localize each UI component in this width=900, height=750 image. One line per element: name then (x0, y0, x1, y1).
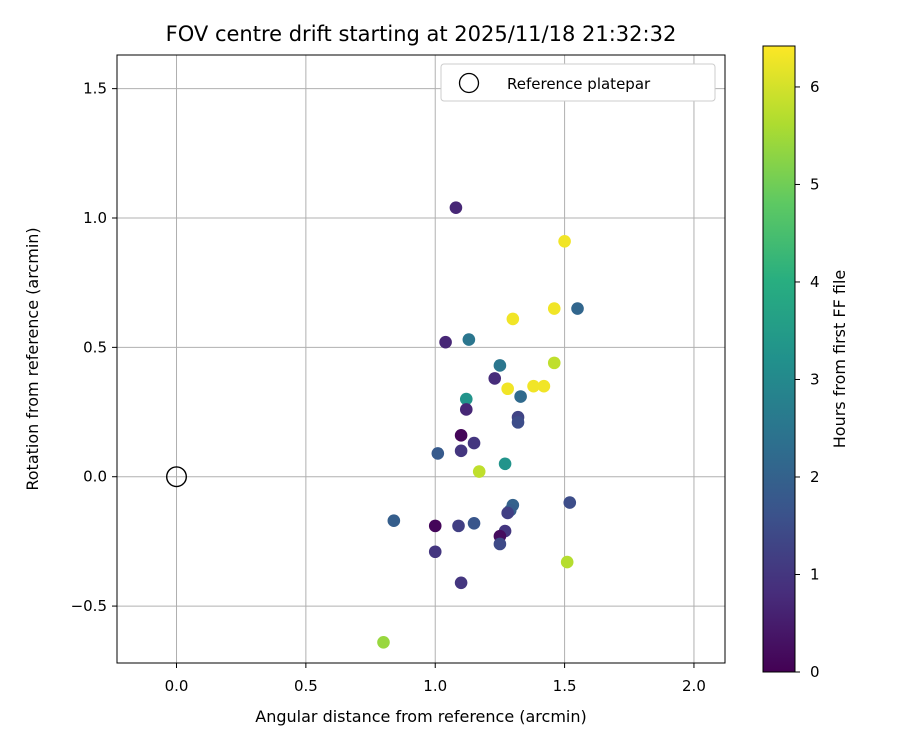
colorbar-label: Hours from first FF file (830, 270, 849, 449)
y-tick-label: 0.0 (83, 468, 107, 486)
x-tick-label: 0.0 (165, 677, 189, 695)
colorbar-gradient (763, 46, 795, 672)
data-point (454, 444, 468, 458)
legend-label: Reference platepar (507, 75, 651, 93)
data-point (428, 545, 442, 559)
data-point (493, 359, 507, 372)
x-tick-label: 2.0 (682, 677, 706, 695)
data-point (537, 379, 551, 393)
data-point (501, 506, 514, 520)
data-point (452, 519, 465, 533)
colorbar-tick-label: 6 (810, 78, 820, 96)
data-point (558, 234, 571, 248)
data-point (514, 390, 527, 403)
colorbar-tick-label: 2 (810, 468, 820, 486)
colorbar-frame (762, 45, 796, 673)
data-point (377, 636, 390, 649)
data-point (439, 335, 452, 349)
y-tick-label: −0.5 (71, 597, 107, 615)
reference-marker (166, 466, 188, 488)
data-point (454, 429, 468, 442)
data-point (488, 372, 502, 385)
chart-title: FOV centre drift starting at 2025/11/18 … (166, 22, 677, 46)
data-point (428, 519, 442, 533)
data-point (454, 576, 468, 590)
reference-platepar-marker (166, 466, 188, 488)
legend-frame (440, 63, 716, 102)
data-point (501, 382, 514, 396)
plot-area-frame (116, 54, 726, 664)
y-tick-label: 1.0 (83, 209, 107, 227)
data-point (387, 514, 401, 528)
colorbar: 0 1 2 3 4 5 6 Hours from first FF file (762, 45, 849, 681)
colorbar-tick-label: 1 (810, 565, 820, 583)
colorbar-tick-label: 5 (810, 175, 820, 193)
x-tick-label: 1.5 (553, 677, 577, 695)
data-point (462, 333, 476, 346)
data-point (511, 416, 525, 429)
colorbar-tick-label: 0 (810, 663, 820, 681)
scatter-points (377, 201, 584, 649)
grid (117, 55, 725, 663)
data-point (449, 201, 463, 214)
x-tick-label: 1.0 (423, 677, 447, 695)
data-point (493, 537, 507, 551)
data-point (560, 555, 574, 569)
y-tick-label: 0.5 (83, 338, 107, 356)
x-tick-label: 0.5 (294, 677, 318, 695)
x-axis-ticks: 0.0 0.5 1.0 1.5 2.0 (165, 663, 706, 695)
colorbar-ticks: 0 1 2 3 4 5 6 (795, 78, 820, 681)
colorbar-tick-label: 3 (810, 370, 820, 388)
data-point (498, 457, 512, 471)
legend-reference-marker-icon (458, 72, 480, 94)
y-axis-label: Rotation from reference (arcmin) (23, 227, 42, 490)
data-point (547, 302, 561, 315)
data-point (571, 302, 584, 315)
data-point (467, 516, 481, 530)
data-point (527, 379, 540, 393)
data-point (563, 496, 577, 509)
y-tick-label: 1.5 (83, 80, 107, 98)
data-point (459, 403, 473, 416)
data-point (506, 312, 520, 326)
data-point (431, 447, 445, 460)
x-axis-label: Angular distance from reference (arcmin) (255, 707, 586, 726)
colorbar-tick-label: 4 (810, 273, 820, 291)
data-point (467, 436, 481, 450)
legend: Reference platepar (440, 63, 716, 102)
data-point (547, 356, 561, 370)
data-point (472, 465, 486, 478)
data-point (459, 392, 473, 406)
y-axis-ticks: −0.5 0.0 0.5 1.0 1.5 (71, 80, 117, 615)
